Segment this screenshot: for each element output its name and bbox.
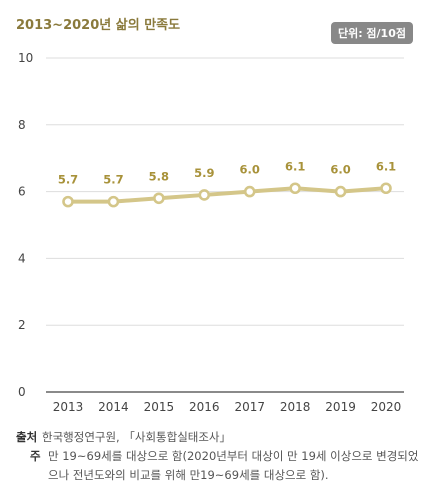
data-label: 5.8 [149, 169, 169, 183]
data-label: 5.9 [194, 166, 214, 180]
data-label: 6.0 [240, 163, 260, 177]
data-point [62, 195, 74, 208]
data-label: 5.7 [103, 173, 123, 187]
data-label: 6.0 [330, 163, 350, 177]
data-label: 6.1 [376, 159, 396, 173]
footnote-text: 만 19~69세를 대상으로 함(2020년부터 대상이 만 19세 이상으로 … [48, 449, 419, 482]
footnote-label: 주 [30, 449, 41, 463]
unit-badge: 단위: 점/10점 [330, 22, 413, 44]
x-tick-label: 2014 [98, 400, 129, 414]
series-line [66, 186, 388, 204]
x-tick-label: 2018 [280, 400, 311, 414]
source-text: 한국행정연구원, 「사회통합실태조사」 [42, 430, 232, 444]
y-tick-label: 2 [18, 318, 26, 332]
y-tick-label: 6 [18, 185, 26, 199]
chart-notes: 출처 한국행정연구원, 「사회통합실태조사」 주 만 19~69세를 대상으로 … [16, 428, 426, 485]
x-tick-label: 2015 [144, 400, 175, 414]
line-chart: 5.7 5.7 5.8 5.9 6.0 6.1 6.0 6.1 0 2 4 6 8 10 2013 2014… [18, 51, 404, 414]
data-label: 5.7 [58, 173, 78, 187]
data-label: 6.1 [285, 159, 305, 173]
data-point [380, 182, 392, 195]
source-label: 출처 [16, 430, 38, 444]
chart-title: 2013~2020년 삶의 만족도 [16, 18, 181, 33]
x-tick-label: 2019 [325, 400, 356, 414]
x-tick-label: 2020 [371, 400, 402, 414]
x-tick-label: 2016 [189, 400, 220, 414]
data-point [289, 182, 301, 195]
y-tick-label: 8 [18, 118, 26, 132]
source-note: 출처 한국행정연구원, 「사회통합실태조사」 [16, 428, 426, 447]
footnote: 주 만 19~69세를 대상으로 함(2020년부터 대상이 만 19세 이상으… [16, 447, 426, 485]
data-point [107, 195, 120, 208]
data-point [153, 192, 165, 205]
y-tick-label: 4 [18, 251, 26, 265]
x-tick-label: 2017 [234, 400, 265, 414]
data-point [334, 185, 347, 198]
data-point [243, 185, 256, 198]
data-point [198, 189, 211, 201]
x-tick-label: 2013 [53, 400, 84, 414]
y-tick-label: 0 [18, 385, 26, 399]
y-tick-label: 10 [18, 51, 33, 65]
